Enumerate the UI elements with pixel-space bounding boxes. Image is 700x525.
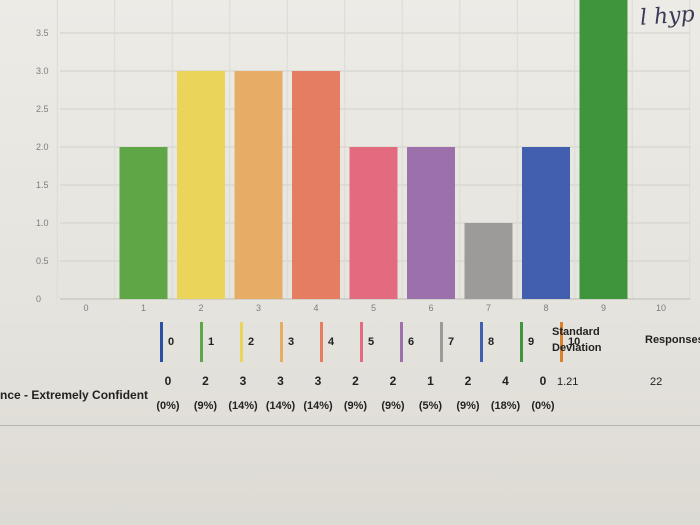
legend-swatch-5: [360, 322, 363, 362]
legend-swatch-8: [480, 322, 483, 362]
y-tick-label: 3.5: [36, 28, 49, 38]
bar-9: [579, 0, 628, 299]
responses-header: Responses: [645, 334, 700, 346]
bar-1: [119, 147, 168, 299]
legend-swatch-2: [240, 322, 243, 362]
count-cell: 0: [164, 374, 172, 388]
percent-cell: (0%): [156, 400, 180, 412]
legend-label-10: 10: [568, 336, 581, 348]
count-cell: 1: [427, 374, 434, 388]
legend-label-6: 6: [408, 336, 415, 348]
percent-cell: (18%): [490, 400, 521, 412]
std-dev-value: 1.21: [557, 376, 579, 388]
bar-5: [349, 147, 398, 299]
y-tick-label: 2.0: [36, 142, 49, 152]
bar-6: [407, 147, 455, 299]
handwritten-note: l hyp: [639, 2, 696, 31]
responses-value: 22: [650, 376, 663, 388]
count-cell: 2: [352, 374, 359, 388]
x-tick-label: 6: [428, 303, 433, 313]
percent-cell: (14%): [265, 400, 296, 412]
legend-label-3: 3: [288, 336, 295, 348]
count-cell: 2: [202, 374, 209, 388]
legend-label-5: 5: [368, 336, 375, 348]
percent-cell: (14%): [228, 400, 258, 412]
legend-swatch-1: [200, 322, 203, 362]
x-tick-label: 9: [601, 303, 606, 313]
legend-swatch-6: [400, 322, 403, 362]
x-tick-label: 1: [141, 303, 146, 313]
bar-chart: 0 0.5 1.0 1.5 2.0 2.5 3.0 3.5 0 1 2 3 4 5 6 7 8 9 10: [36, 0, 691, 313]
bar-7: [464, 223, 513, 299]
bar-3: [234, 71, 283, 299]
std-dev-header: Standard Deviation: [552, 324, 602, 356]
bar-4: [292, 71, 340, 299]
std-dev-header-line1: Standard: [552, 326, 600, 338]
legend-swatch-10: [560, 322, 563, 362]
y-tick-label: 0.5: [36, 256, 49, 266]
bar-2: [177, 71, 225, 299]
x-tick-label: 8: [543, 303, 548, 313]
x-tick-label: 2: [198, 303, 203, 313]
legend-swatch-9: [520, 322, 523, 362]
x-tick-label: 10: [656, 303, 666, 313]
legend-swatch-3: [280, 322, 283, 362]
legend-label-4: 4: [328, 336, 335, 348]
legend-swatch-4: [320, 322, 323, 362]
percent-cell: (0%): [531, 400, 555, 412]
y-tick-label: 1.5: [36, 180, 49, 190]
std-dev-header-line2: Deviation: [552, 342, 602, 354]
y-tick-label: 3.0: [36, 66, 49, 76]
x-tick-label: 5: [371, 303, 376, 313]
legend-label-1: 1: [208, 336, 215, 348]
count-cell: 2: [389, 374, 397, 388]
legend-label-9: 9: [528, 336, 535, 348]
count-cell: 3: [314, 374, 322, 388]
x-tick-label: 0: [83, 303, 88, 313]
divider-line: [0, 425, 700, 426]
legend-label-2: 2: [248, 336, 255, 348]
y-tick-label: 1.0: [36, 218, 49, 228]
count-cell: 4: [502, 374, 509, 388]
y-tick-label: 2.5: [36, 104, 49, 114]
x-tick-label: 4: [313, 303, 318, 313]
count-cell: 3: [277, 374, 284, 388]
x-tick-label: 3: [256, 303, 261, 313]
percent-cell: (14%): [303, 400, 333, 412]
bar-8: [522, 147, 570, 299]
legend-label-8: 8: [488, 336, 495, 348]
legend-label-0: 0: [168, 336, 175, 348]
legend-swatch-0: [160, 322, 163, 362]
y-tick-label: 0: [36, 294, 41, 304]
legend-swatch-7: [440, 322, 443, 362]
percent-cell: (5%): [418, 400, 443, 412]
percent-cell: (9%): [343, 400, 368, 412]
x-tick-label: 7: [486, 303, 491, 313]
row-label: nce - Extremely Confident: [0, 388, 149, 402]
percent-cell: (9%): [456, 400, 480, 412]
percent-cell: (9%): [193, 400, 218, 412]
count-cell: 0: [539, 374, 547, 388]
percent-cell: (9%): [381, 400, 405, 412]
count-cell: 3: [239, 374, 247, 388]
count-cell: 2: [464, 374, 472, 388]
legend-label-7: 7: [448, 336, 455, 348]
